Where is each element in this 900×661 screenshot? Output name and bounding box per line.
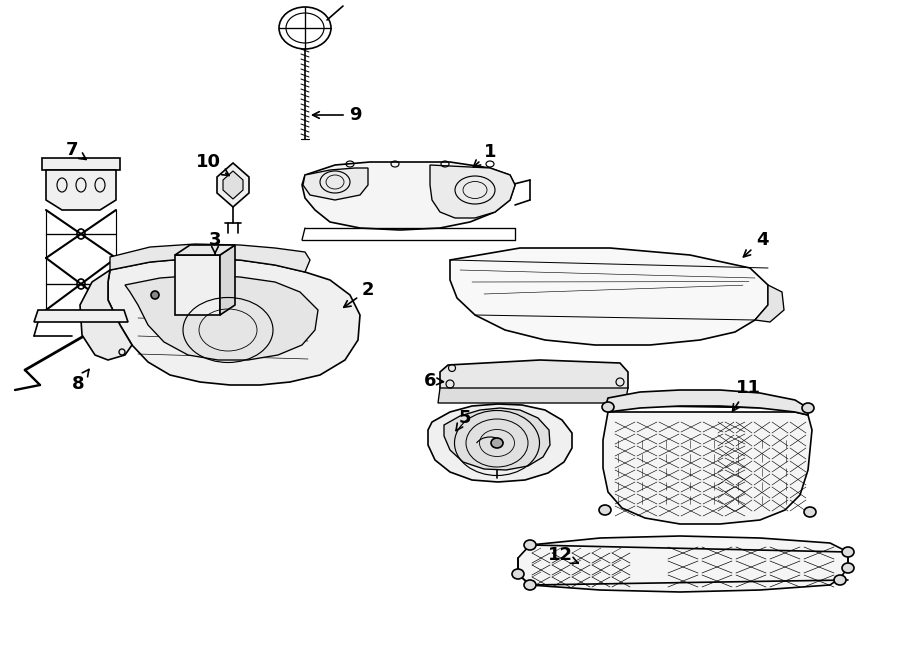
Polygon shape bbox=[175, 245, 235, 255]
Polygon shape bbox=[217, 163, 249, 207]
Polygon shape bbox=[34, 310, 128, 322]
Polygon shape bbox=[110, 244, 310, 272]
Text: 3: 3 bbox=[209, 231, 221, 254]
Polygon shape bbox=[125, 275, 318, 360]
Polygon shape bbox=[108, 258, 360, 385]
Polygon shape bbox=[440, 360, 628, 400]
Text: 2: 2 bbox=[344, 281, 374, 307]
Ellipse shape bbox=[602, 402, 614, 412]
Polygon shape bbox=[223, 171, 243, 199]
Polygon shape bbox=[444, 408, 550, 470]
Polygon shape bbox=[518, 536, 848, 592]
Text: 5: 5 bbox=[456, 409, 472, 430]
Text: 4: 4 bbox=[743, 231, 769, 257]
Text: 8: 8 bbox=[72, 369, 89, 393]
Ellipse shape bbox=[512, 569, 524, 579]
Polygon shape bbox=[303, 168, 368, 200]
Polygon shape bbox=[220, 245, 235, 315]
Ellipse shape bbox=[842, 563, 854, 573]
Ellipse shape bbox=[804, 507, 816, 517]
Polygon shape bbox=[175, 255, 220, 315]
Text: 11: 11 bbox=[733, 379, 760, 411]
Ellipse shape bbox=[834, 575, 846, 585]
Polygon shape bbox=[428, 404, 572, 482]
Text: 1: 1 bbox=[473, 143, 496, 167]
Ellipse shape bbox=[842, 547, 854, 557]
Text: 6: 6 bbox=[424, 372, 444, 390]
Text: 12: 12 bbox=[547, 546, 578, 564]
Ellipse shape bbox=[524, 540, 536, 550]
Polygon shape bbox=[430, 165, 515, 218]
Polygon shape bbox=[46, 170, 116, 210]
Ellipse shape bbox=[524, 580, 536, 590]
Ellipse shape bbox=[599, 505, 611, 515]
Polygon shape bbox=[450, 248, 768, 345]
Ellipse shape bbox=[491, 438, 503, 448]
Ellipse shape bbox=[151, 291, 159, 299]
Text: 7: 7 bbox=[66, 141, 86, 159]
Polygon shape bbox=[755, 285, 784, 322]
Text: 10: 10 bbox=[195, 153, 230, 176]
Text: 9: 9 bbox=[312, 106, 361, 124]
Polygon shape bbox=[603, 412, 812, 524]
Polygon shape bbox=[438, 388, 628, 403]
Polygon shape bbox=[42, 158, 120, 170]
Ellipse shape bbox=[802, 403, 814, 413]
Polygon shape bbox=[80, 270, 132, 360]
Polygon shape bbox=[605, 390, 808, 415]
Polygon shape bbox=[302, 162, 515, 230]
